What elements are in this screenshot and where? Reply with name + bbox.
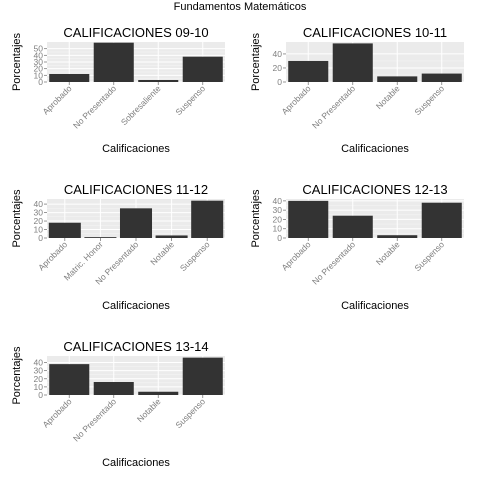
bar-aprobado: [49, 364, 90, 395]
x-tick-label: Sobresaliente: [119, 83, 163, 127]
y-tick-label: 20: [273, 63, 283, 73]
y-tick-label: 10: [34, 382, 44, 392]
x-axis-label: Calificaciones: [341, 300, 409, 312]
chart-title: CALIFICACIONES 13-14: [63, 339, 208, 354]
x-tick-label: Aprobado: [280, 239, 313, 272]
x-tick-label: No Presentado: [71, 396, 118, 443]
bar-sobresaliente: [138, 80, 179, 82]
x-tick-label: Suspenso: [412, 239, 446, 273]
chart-title: CALIFICACIONES 09-10: [63, 25, 208, 40]
y-tick-label: 20: [34, 374, 44, 384]
y-tick-label: 30: [34, 208, 44, 218]
y-tick-label: 0: [38, 233, 43, 243]
bar-suspenso: [421, 202, 462, 238]
bar-no-presentado: [93, 382, 134, 395]
x-axis-label: Calificaciones: [102, 300, 170, 312]
y-tick-label: 0: [277, 233, 282, 243]
bar-matric-honor: [84, 237, 117, 238]
bar-no-presentado: [93, 42, 134, 82]
y-tick-label: 10: [34, 225, 44, 235]
y-tick-label: 40: [273, 196, 283, 206]
y-tick-label: 30: [273, 205, 283, 215]
bar-notable: [377, 235, 418, 238]
bar-aprobado: [48, 222, 81, 238]
bar-aprobado: [288, 200, 329, 238]
y-axis-label: Porcentajes: [11, 346, 23, 405]
bar-notable: [138, 391, 179, 395]
x-tick-label: No Presentado: [310, 239, 357, 286]
x-tick-label: Notable: [374, 83, 402, 111]
y-tick-label: 20: [273, 214, 283, 224]
y-tick-label: 0: [38, 390, 43, 400]
x-tick-label: Aprobado: [280, 83, 313, 116]
bar-notable: [155, 235, 188, 238]
y-axis-label: Porcentajes: [11, 189, 23, 248]
x-tick-label: Aprobado: [41, 83, 74, 116]
x-tick-label: Aprobado: [36, 239, 69, 272]
bar-no-presentado: [119, 208, 153, 238]
x-tick-label: Suspenso: [412, 83, 446, 117]
y-tick-label: 40: [34, 199, 44, 209]
x-tick-label: Aprobado: [41, 396, 74, 429]
y-tick-label: 20: [34, 64, 44, 74]
y-tick-label: 40: [34, 50, 44, 60]
figure-title: Fundamentos Matemáticos: [174, 1, 307, 13]
y-tick-label: 0: [38, 77, 43, 87]
y-tick-label: 40: [34, 358, 44, 368]
chart-title: CALIFICACIONES 12-13: [302, 182, 447, 197]
y-tick-label: 20: [34, 216, 44, 226]
x-axis-label: Calificaciones: [341, 143, 409, 155]
bar-suspenso: [421, 73, 462, 82]
bar-no-presentado: [332, 215, 373, 238]
x-axis-label: Calificaciones: [102, 457, 170, 469]
bar-notable: [377, 76, 418, 82]
x-tick-label: Notable: [148, 239, 176, 267]
x-tick-label: No Presentado: [71, 83, 118, 130]
chart-2: CALIFICACIONES 11-12010203040AprobadoMat…: [11, 182, 225, 312]
chart-title: CALIFICACIONES 11-12: [64, 182, 208, 197]
x-tick-label: Suspenso: [173, 396, 207, 430]
y-tick-label: 0: [277, 77, 282, 87]
y-tick-label: 40: [273, 49, 283, 59]
x-tick-label: Notable: [135, 396, 163, 424]
x-tick-label: Notable: [374, 239, 402, 267]
bar-no-presentado: [332, 43, 373, 82]
bar-aprobado: [288, 60, 329, 82]
y-axis-label: Porcentajes: [11, 32, 23, 91]
y-tick-label: 10: [34, 70, 44, 80]
charts-container: CALIFICACIONES 09-1001020304050AprobadoN…: [11, 25, 464, 469]
bar-suspenso: [191, 200, 224, 238]
y-tick-label: 30: [34, 366, 44, 376]
y-tick-label: 30: [34, 57, 44, 67]
chart-title: CALIFICACIONES 10-11: [303, 25, 447, 40]
y-axis-label: Porcentajes: [250, 189, 262, 248]
x-tick-label: No Presentado: [310, 83, 357, 130]
bar-suspenso: [182, 357, 223, 395]
bar-suspenso: [182, 56, 223, 82]
y-tick-label: 10: [273, 224, 283, 234]
x-tick-label: Suspenso: [173, 83, 207, 117]
y-axis-label: Porcentajes: [250, 32, 262, 91]
bar-aprobado: [49, 74, 90, 82]
x-tick-label: Suspenso: [178, 239, 212, 273]
y-tick-label: 50: [34, 44, 44, 54]
x-axis-label: Calificaciones: [102, 143, 170, 155]
